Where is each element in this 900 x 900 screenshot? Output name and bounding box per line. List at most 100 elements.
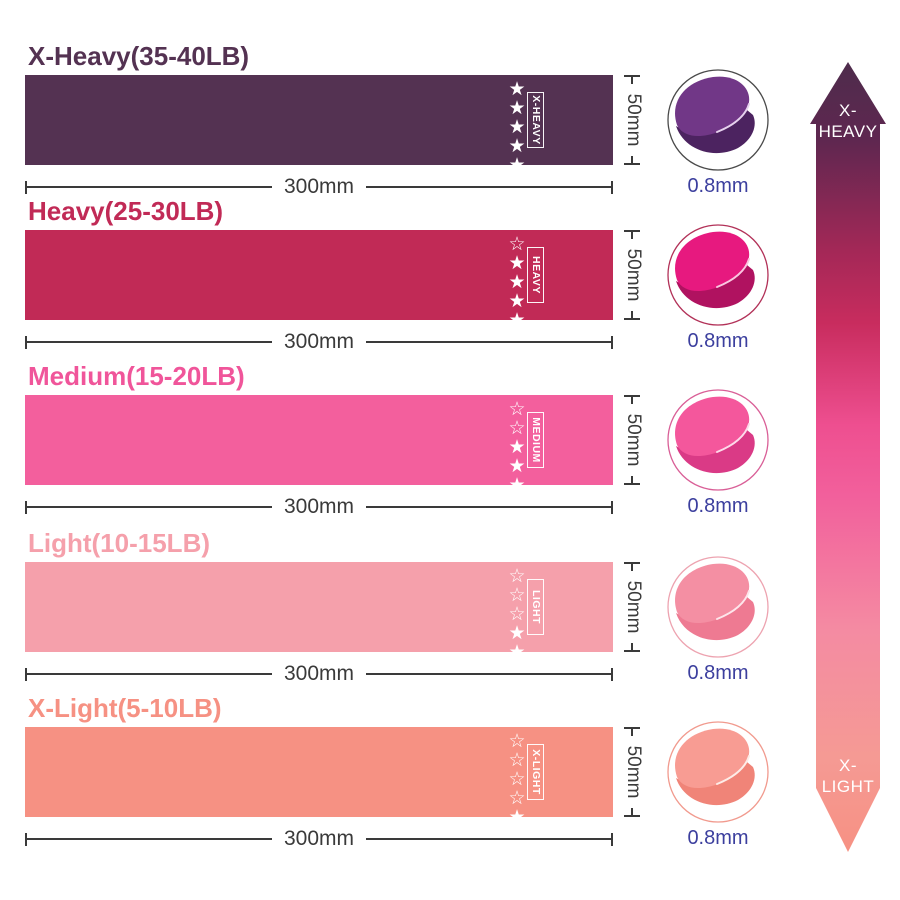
star-icon: ☆ xyxy=(508,566,526,587)
star-icon: ☆ xyxy=(508,731,526,752)
band-fold-underside xyxy=(676,762,755,806)
arrow-bottom-label-line2: LIGHT xyxy=(821,777,875,796)
band-label-text: MEDIUM xyxy=(529,417,542,463)
dimension-line xyxy=(27,341,272,343)
dimension-tick-icon xyxy=(624,311,640,320)
star-icon: ★ xyxy=(508,117,526,138)
arrow-top-label: X- HEAVY xyxy=(810,100,886,142)
height-dimension-label: 50mm xyxy=(623,93,644,147)
dimension-tick-icon xyxy=(624,643,640,652)
dimension-tick-icon xyxy=(611,500,613,514)
dimension-tick-icon xyxy=(25,335,27,349)
length-dimension: 300mm xyxy=(25,827,613,850)
star-icon: ☆ xyxy=(508,769,526,790)
folded-band-image xyxy=(667,721,769,823)
band-label-text: X-HEAVY xyxy=(529,95,542,145)
star-icon: ★ xyxy=(508,623,526,644)
length-dimension-label: 300mm xyxy=(283,662,355,685)
star-icon: ☆ xyxy=(508,750,526,771)
dimension-line xyxy=(27,506,272,508)
length-dimension-label: 300mm xyxy=(283,175,355,198)
star-rating: ☆ ☆ ★ ★ ★ xyxy=(503,400,531,495)
band-rectangle: ☆ ☆ ☆ ★ ★ LIGHT xyxy=(25,562,613,662)
band-fold-underside xyxy=(676,430,755,474)
height-dimension: 50mm xyxy=(623,562,652,652)
length-dimension-label: 300mm xyxy=(283,495,355,518)
dimension-line xyxy=(366,838,611,840)
height-dimension: 50mm xyxy=(623,230,652,320)
star-icon: ☆ xyxy=(508,234,526,255)
thickness-label: 0.8mm xyxy=(687,175,749,197)
dimension-tick-icon xyxy=(624,808,640,817)
thickness-photo: 0.8mm xyxy=(666,555,770,684)
band-fold-face xyxy=(675,728,750,789)
band-fold-face xyxy=(675,76,750,137)
star-icon: ★ xyxy=(508,155,526,176)
dimension-tick-icon xyxy=(624,562,640,571)
band-rectangle: ☆ ☆ ★ ★ ★ MEDIUM xyxy=(25,395,613,495)
dimension-tick-icon xyxy=(611,832,613,846)
dimension-line xyxy=(27,673,272,675)
thickness-label: 0.8mm xyxy=(687,330,749,352)
dimension-tick-icon xyxy=(624,75,640,84)
dimension-line xyxy=(366,506,611,508)
length-dimension: 300mm xyxy=(25,495,613,518)
dimension-tick-icon xyxy=(624,230,640,239)
star-icon: ☆ xyxy=(508,604,526,625)
star-icon: ★ xyxy=(508,136,526,157)
band-row-light: Light(10-15LB) ☆ ☆ ☆ ★ ★ LIGHT 50mm 300m… xyxy=(0,528,900,685)
band-vertical-label: MEDIUM xyxy=(527,412,544,468)
star-icon: ☆ xyxy=(508,788,526,809)
dimension-line xyxy=(366,186,611,188)
dimension-tick-icon xyxy=(624,395,640,404)
dimension-tick-icon xyxy=(611,335,613,349)
star-icon: ★ xyxy=(508,456,526,477)
star-icon: ☆ xyxy=(508,585,526,606)
band-fold-crease xyxy=(716,755,750,785)
folded-band-image xyxy=(667,389,769,491)
band-fold-crease xyxy=(716,258,750,288)
dimension-tick-icon xyxy=(624,156,640,165)
band-title: Medium(15-20LB) xyxy=(28,361,245,391)
star-icon: ☆ xyxy=(508,418,526,439)
thickness-label: 0.8mm xyxy=(687,495,749,517)
band-fold-crease xyxy=(716,423,750,453)
length-dimension: 300mm xyxy=(25,175,613,198)
arrow-top-label-line2: HEAVY xyxy=(818,122,878,141)
arrow-top-label-line1: X- xyxy=(839,101,857,120)
thickness-photo: 0.8mm xyxy=(666,68,770,197)
band-fold-face xyxy=(675,563,750,624)
band-vertical-label: X-HEAVY xyxy=(527,92,544,148)
arrow-bottom-label: X- LIGHT xyxy=(810,755,886,797)
star-icon: ★ xyxy=(508,272,526,293)
dimension-line xyxy=(366,341,611,343)
band-rectangle: ☆ ★ ★ ★ ★ HEAVY xyxy=(25,230,613,330)
band-vertical-label: LIGHT xyxy=(527,579,544,635)
star-icon: ★ xyxy=(508,98,526,119)
band-fold-underside xyxy=(676,265,755,309)
star-icon: ★ xyxy=(508,310,526,331)
star-rating: ☆ ☆ ☆ ★ ★ xyxy=(503,566,531,662)
band-fold-face xyxy=(675,396,750,457)
band-fold-underside xyxy=(676,110,755,154)
height-dimension-label: 50mm xyxy=(623,413,644,467)
folded-band-image xyxy=(667,69,769,171)
band-fold-underside xyxy=(676,597,755,641)
band-vertical-label: X-LIGHT xyxy=(527,744,544,800)
star-icon: ★ xyxy=(508,79,526,100)
dimension-tick-icon xyxy=(611,180,613,194)
band-rectangle: ☆ ☆ ☆ ☆ ★ X-LIGHT xyxy=(25,727,613,827)
band-row-heavy: Heavy(25-30LB) ☆ ★ ★ ★ ★ HEAVY 50mm 300m… xyxy=(0,196,900,353)
thickness-label: 0.8mm xyxy=(687,662,749,684)
dimension-tick-icon xyxy=(25,667,27,681)
folded-band-image xyxy=(667,556,769,658)
dimension-tick-icon xyxy=(25,832,27,846)
height-dimension-label: 50mm xyxy=(623,745,644,799)
star-icon: ★ xyxy=(508,475,526,496)
band-label-text: X-LIGHT xyxy=(529,749,542,795)
band-label-text: LIGHT xyxy=(529,590,542,624)
length-dimension-label: 300mm xyxy=(283,827,355,850)
height-dimension: 50mm xyxy=(623,395,652,485)
length-dimension: 300mm xyxy=(25,330,613,353)
